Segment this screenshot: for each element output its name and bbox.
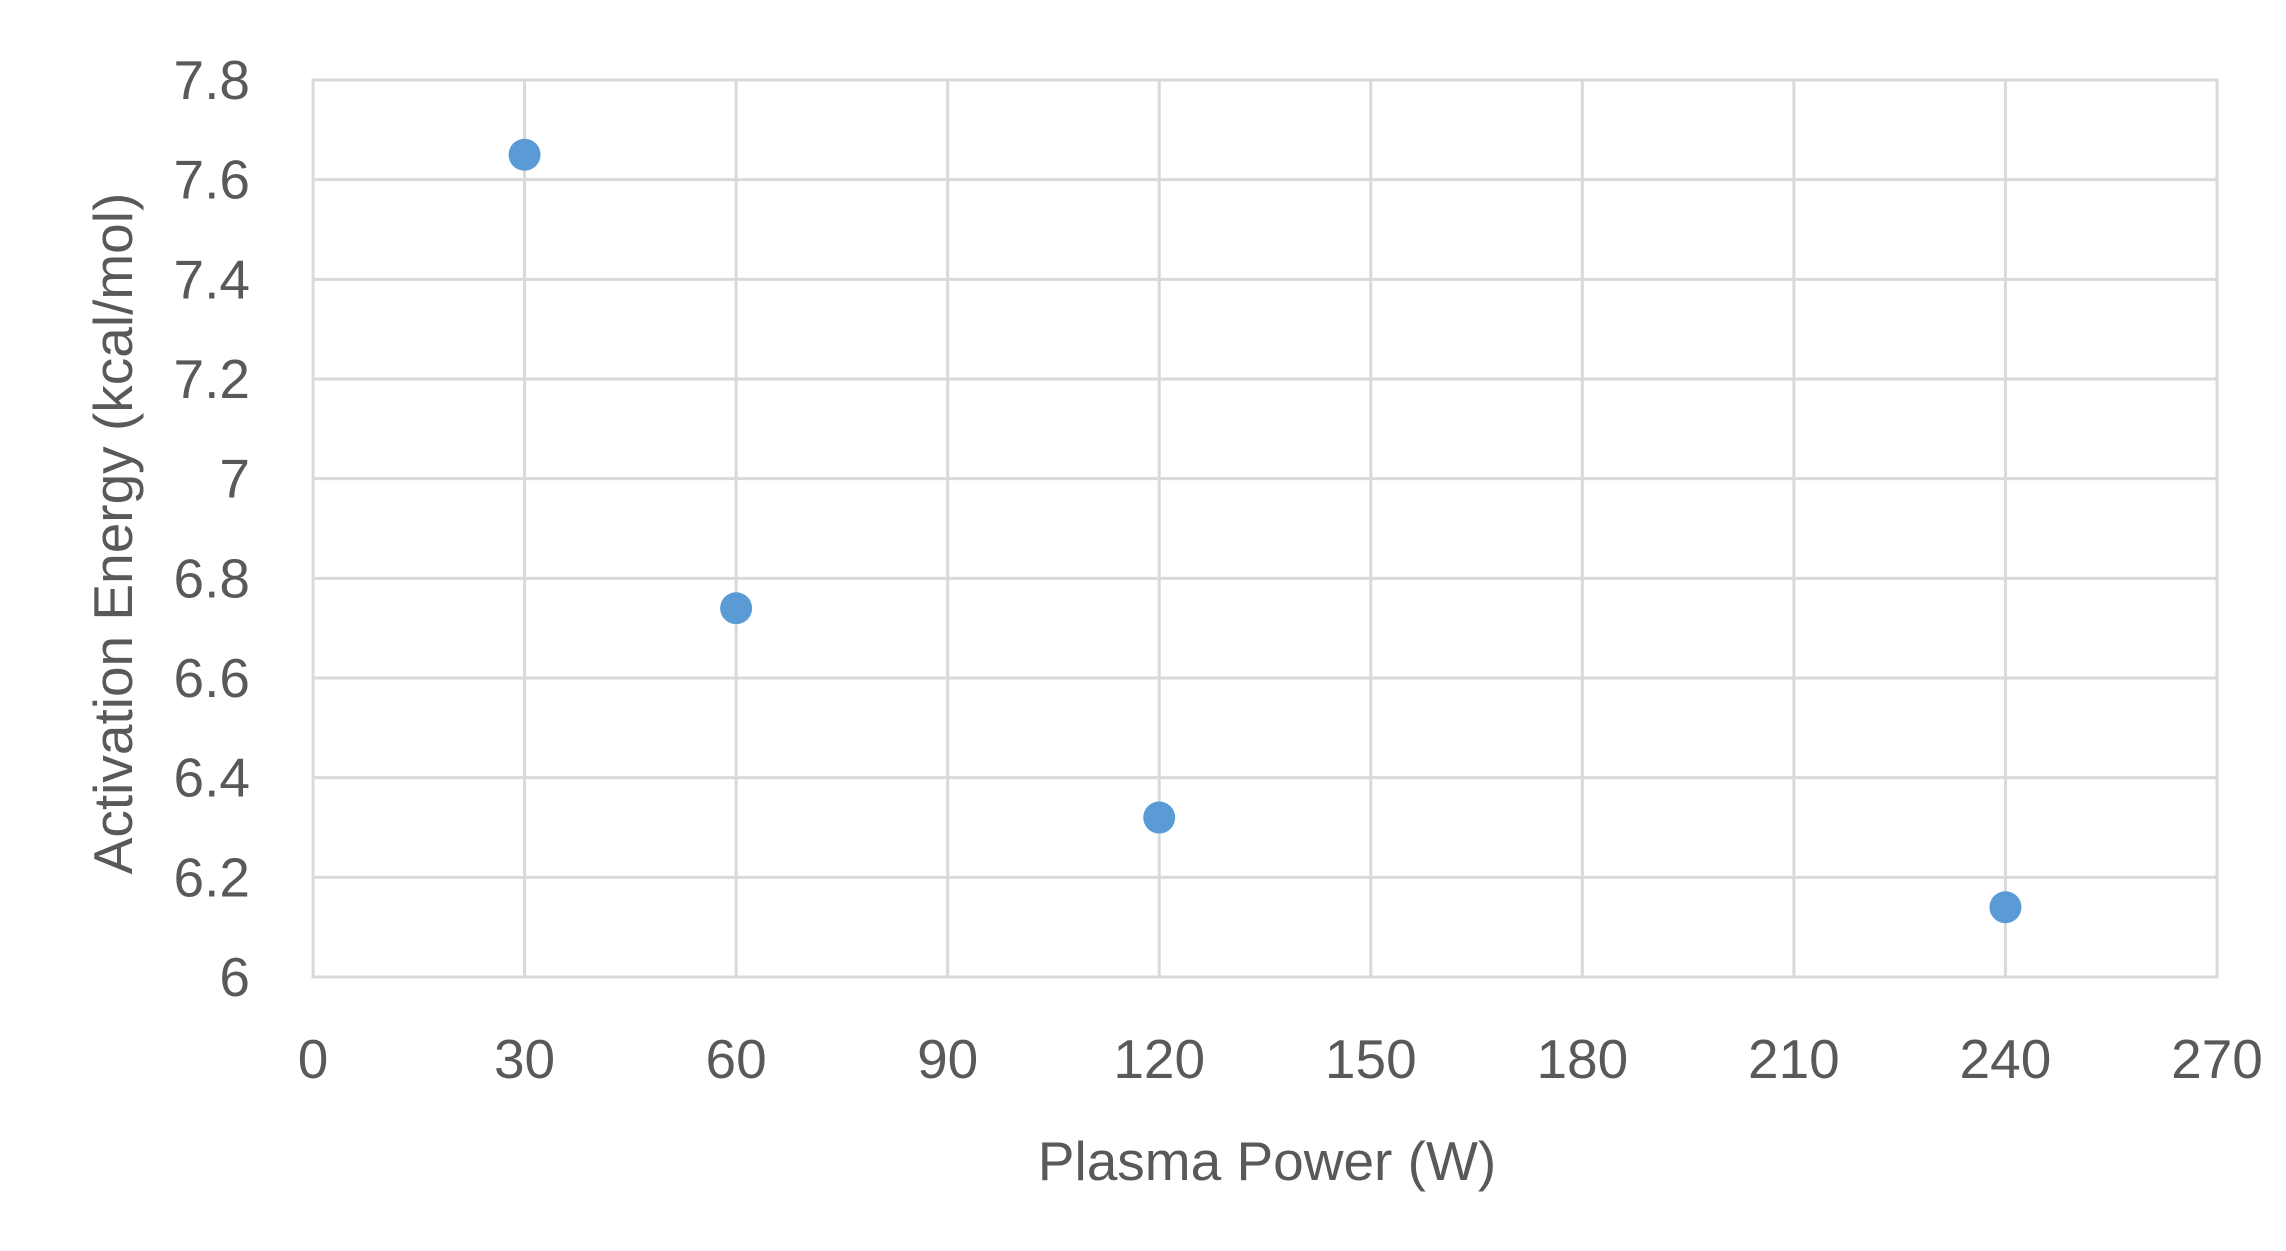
y-tick-label: 6.4 bbox=[174, 747, 250, 809]
x-tick-label: 150 bbox=[1325, 1028, 1417, 1090]
y-tick-label: 6.2 bbox=[174, 846, 250, 908]
x-tick-label: 60 bbox=[706, 1028, 767, 1090]
y-tick-label: 7 bbox=[219, 448, 250, 510]
x-tick-label: 0 bbox=[298, 1028, 329, 1090]
y-tick-label: 6 bbox=[219, 946, 250, 1008]
x-axis-title: Plasma Power (W) bbox=[1038, 1130, 1496, 1192]
y-tick-label: 6.8 bbox=[174, 547, 250, 609]
y-tick-label: 7.8 bbox=[174, 49, 250, 111]
data-point bbox=[720, 592, 753, 625]
x-tick-label: 270 bbox=[2171, 1028, 2263, 1090]
x-tick-label: 90 bbox=[917, 1028, 978, 1090]
x-tick-label: 240 bbox=[1960, 1028, 2052, 1090]
x-axis-tick-labels: 0 30 60 90 120 150 180 210 240 270 bbox=[298, 1028, 2263, 1090]
data-point bbox=[1143, 801, 1176, 834]
y-tick-label: 7.2 bbox=[174, 348, 250, 410]
y-tick-label: 7.6 bbox=[174, 149, 250, 211]
data-points bbox=[508, 138, 2022, 924]
y-axis-title: Activation Energy (kcal/mol) bbox=[82, 193, 144, 875]
vertical-gridlines bbox=[311, 80, 2219, 977]
data-point bbox=[508, 138, 541, 171]
y-tick-label: 6.6 bbox=[174, 647, 250, 709]
x-tick-label: 210 bbox=[1748, 1028, 1840, 1090]
plot-area-border bbox=[311, 78, 2219, 979]
x-tick-label: 180 bbox=[1536, 1028, 1628, 1090]
x-tick-label: 30 bbox=[494, 1028, 555, 1090]
data-point bbox=[1989, 891, 2022, 924]
y-axis-tick-labels: 6 6.2 6.4 6.6 6.8 7 7.2 7.4 7.6 7.8 bbox=[174, 49, 250, 1008]
horizontal-gridlines bbox=[313, 78, 2217, 979]
x-tick-label: 120 bbox=[1113, 1028, 1205, 1090]
y-tick-label: 7.4 bbox=[174, 248, 250, 310]
